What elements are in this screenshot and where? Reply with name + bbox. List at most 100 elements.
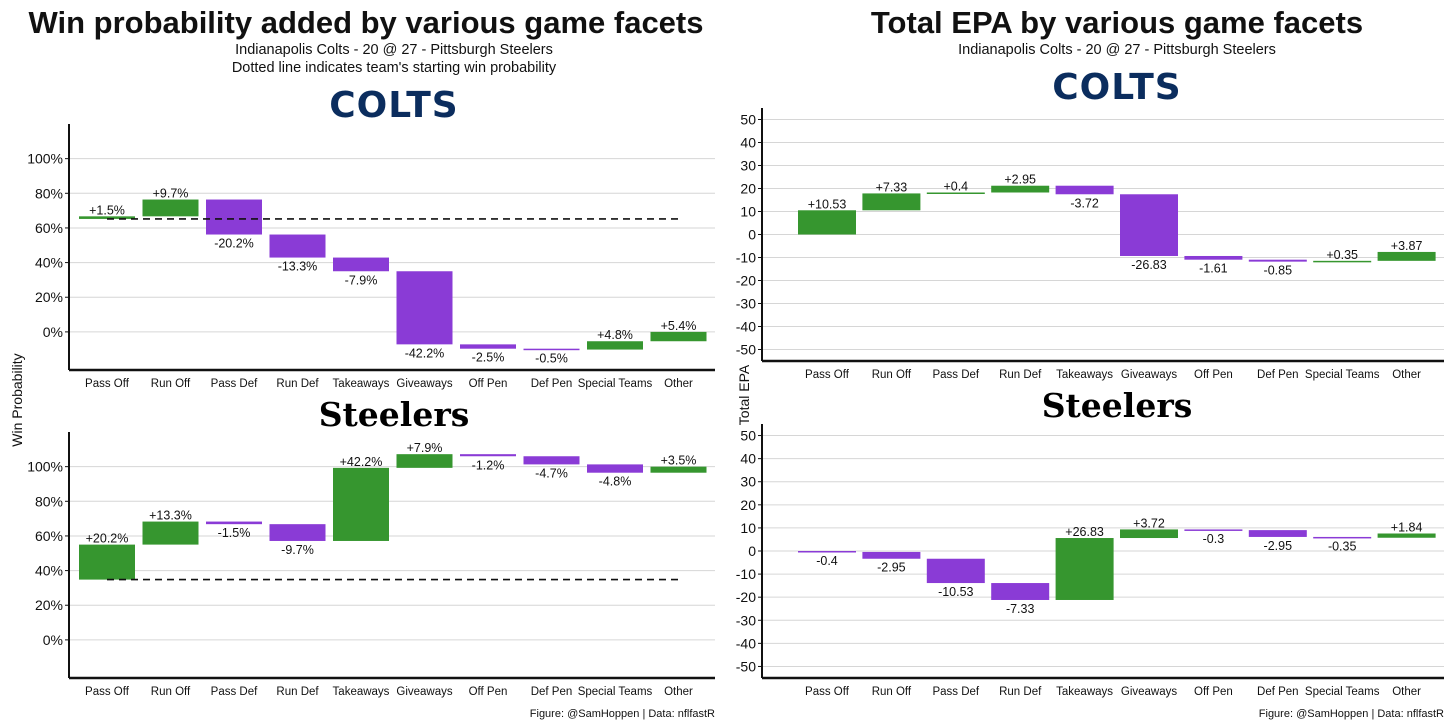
x-tick-label: Run Off xyxy=(872,686,912,698)
data-label: +26.83 xyxy=(1065,525,1104,539)
x-tick-label: Special Teams xyxy=(1305,686,1380,698)
x-tick-label: Pass Off xyxy=(805,369,850,381)
data-label: +4.8% xyxy=(597,328,633,342)
bar-off-pen xyxy=(460,454,516,457)
x-tick-label: Takeaways xyxy=(333,378,390,390)
data-label: +42.2% xyxy=(340,455,383,469)
data-label: -0.35 xyxy=(1328,540,1357,554)
data-label: +0.4 xyxy=(943,180,968,194)
bar-takeaways xyxy=(333,257,389,272)
data-label: +3.5% xyxy=(661,454,697,468)
x-tick-label: Takeaways xyxy=(1056,369,1113,381)
bar-other xyxy=(1377,533,1436,538)
bar-run-off xyxy=(142,199,199,217)
x-tick-label: Pass Off xyxy=(85,378,130,390)
x-tick-label: Off Pen xyxy=(469,686,508,698)
right-title: Total EPA by various game facets xyxy=(871,5,1363,40)
y-tick-label: 20% xyxy=(35,597,63,613)
data-label: -1.2% xyxy=(472,458,505,472)
right-subtitle: Indianapolis Colts - 20 @ 27 - Pittsburg… xyxy=(958,42,1276,58)
y-tick-label: 0 xyxy=(748,543,756,559)
bar-takeaways xyxy=(1055,538,1114,600)
data-label: +7.33 xyxy=(876,180,908,194)
y-tick-label: 40% xyxy=(35,255,63,271)
y-tick-label: 100% xyxy=(27,459,63,475)
x-tick-label: Def Pen xyxy=(531,686,573,698)
bar-pass-def xyxy=(206,521,262,525)
y-tick-label: -20 xyxy=(736,273,756,289)
x-tick-label: Special Teams xyxy=(578,378,653,390)
y-tick-label: 50 xyxy=(740,428,756,444)
bar-pass-def xyxy=(926,192,985,195)
x-tick-label: Off Pen xyxy=(1194,686,1233,698)
x-tick-label: Giveaways xyxy=(1121,369,1177,381)
y-tick-label: 40% xyxy=(35,563,63,579)
data-label: +0.35 xyxy=(1326,248,1358,262)
left-subtitle-note: Dotted line indicates team's starting wi… xyxy=(232,60,557,76)
y-tick-label: -30 xyxy=(736,612,756,628)
x-tick-label: Def Pen xyxy=(1257,369,1299,381)
data-label: -7.9% xyxy=(345,273,378,287)
data-label: +1.84 xyxy=(1391,520,1423,534)
data-label: -20.2% xyxy=(214,237,254,251)
data-label: -0.85 xyxy=(1264,264,1293,278)
y-tick-label: -20 xyxy=(736,589,756,605)
bar-other xyxy=(650,331,707,342)
bar-def-pen xyxy=(1248,530,1307,537)
y-tick-label: 20 xyxy=(740,497,756,513)
y-tick-label: 80% xyxy=(35,185,63,201)
data-label: -0.4 xyxy=(816,554,838,568)
x-tick-label: Giveaways xyxy=(1121,686,1177,698)
data-label: -2.95 xyxy=(877,561,906,575)
left-title: Win probability added by various game fa… xyxy=(29,5,704,40)
bar-run-def xyxy=(991,185,1050,193)
y-tick-label: 10 xyxy=(740,520,756,536)
team-logo: COLTS xyxy=(329,85,459,126)
data-label: -4.7% xyxy=(535,466,568,480)
data-label: -26.83 xyxy=(1131,258,1166,272)
x-tick-label: Pass Off xyxy=(85,686,130,698)
team-logo: Steelers xyxy=(319,395,470,434)
y-tick-label: -50 xyxy=(736,658,756,674)
y-tick-label: 10 xyxy=(740,204,756,220)
x-tick-label: Run Def xyxy=(999,686,1042,698)
data-label: -42.2% xyxy=(405,346,445,360)
y-tick-label: 0 xyxy=(748,227,756,243)
bar-pass-off xyxy=(798,210,856,235)
data-label: +7.9% xyxy=(407,441,443,455)
data-label: +3.72 xyxy=(1133,516,1165,530)
bar-pass-def xyxy=(926,558,985,584)
x-tick-label: Pass Def xyxy=(211,378,258,390)
bar-special-teams xyxy=(1313,260,1372,263)
bar-run-off xyxy=(142,521,199,545)
y-tick-label: 0% xyxy=(43,324,63,340)
bar-pass-off xyxy=(79,216,135,219)
data-label: +10.53 xyxy=(808,197,847,211)
x-tick-label: Other xyxy=(664,686,693,698)
bar-run-off xyxy=(862,551,921,559)
bar-def-pen xyxy=(523,348,580,351)
bar-giveaways xyxy=(1120,529,1178,539)
x-tick-label: Run Def xyxy=(999,369,1042,381)
x-tick-label: Pass Off xyxy=(805,686,850,698)
bar-off-pen xyxy=(1184,529,1243,531)
x-tick-label: Takeaways xyxy=(1056,686,1113,698)
data-label: -1.5% xyxy=(218,526,251,540)
x-tick-label: Special Teams xyxy=(1305,369,1380,381)
data-label: +1.5% xyxy=(89,203,125,217)
y-tick-label: 0% xyxy=(43,632,63,648)
data-label: -1.61 xyxy=(1199,262,1228,276)
data-label: -9.7% xyxy=(281,543,314,557)
y-tick-label: 60% xyxy=(35,220,63,236)
bar-special-teams xyxy=(1313,536,1372,539)
panel-epa-steelers: Steelers -50 -40 -30 -20 -10 0 10 20 30 40 50 -0.4 Pa… xyxy=(736,386,1444,698)
y-tick-label: 100% xyxy=(27,151,63,167)
x-tick-label: Run Def xyxy=(276,686,319,698)
data-label: -7.33 xyxy=(1006,602,1035,616)
x-tick-label: Special Teams xyxy=(578,686,653,698)
y-tick-label: -30 xyxy=(736,296,756,312)
x-tick-label: Takeaways xyxy=(333,686,390,698)
right-y-axis-label: Total EPA xyxy=(736,364,752,425)
y-tick-label: 30 xyxy=(740,158,756,174)
x-tick-label: Run Off xyxy=(151,686,191,698)
